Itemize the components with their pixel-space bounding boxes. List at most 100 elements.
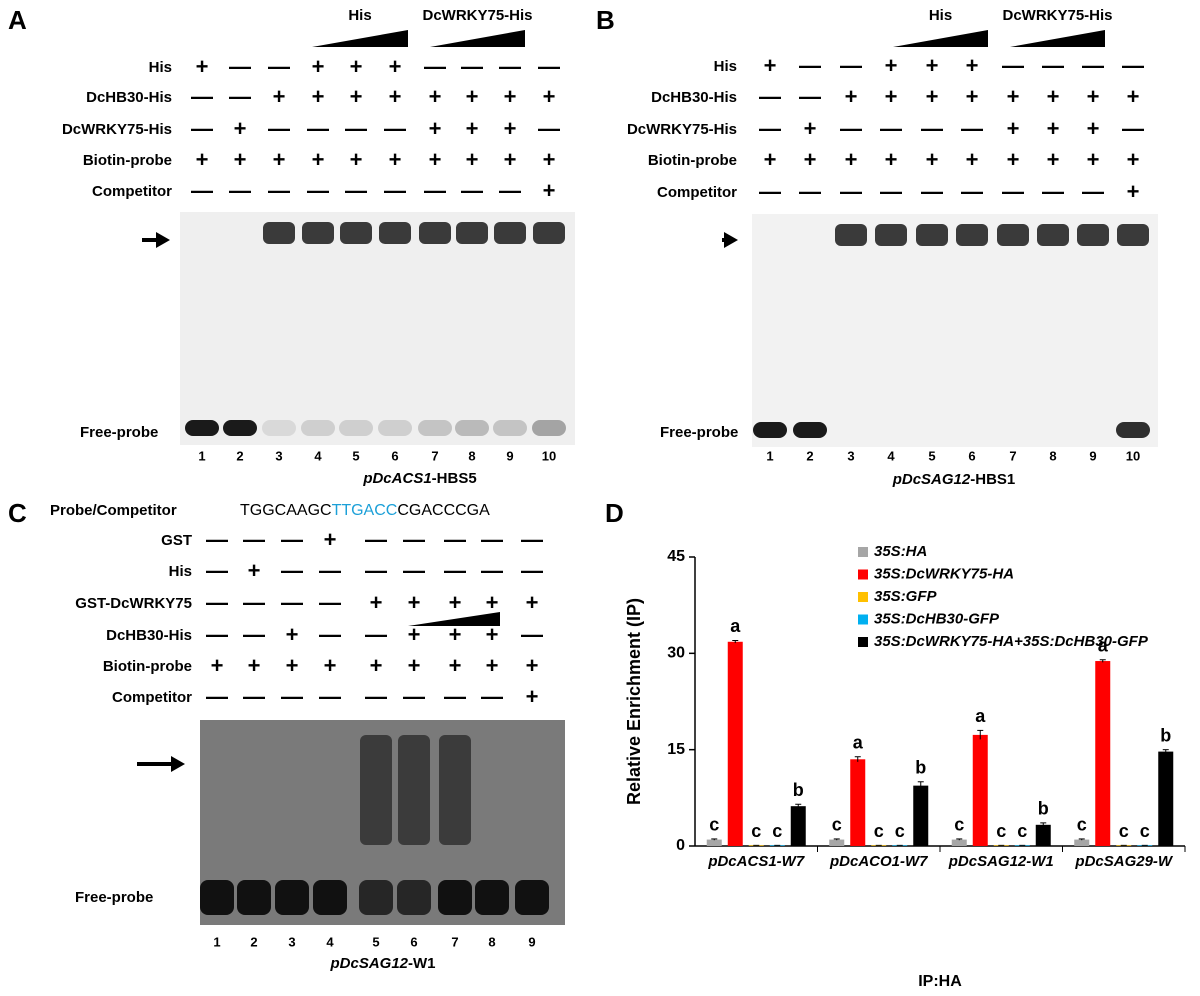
lane-symbol: —: [384, 178, 406, 203]
lane-number: 2: [806, 448, 813, 463]
free-band: [301, 420, 335, 436]
significance-letter: c: [1017, 821, 1027, 841]
lane-symbol: —: [365, 558, 387, 583]
lane-symbol: —: [365, 527, 387, 552]
lane-symbol: —: [403, 684, 425, 709]
lane-symbol: —: [206, 590, 228, 615]
significance-letter: a: [1098, 636, 1109, 656]
free-band: [1116, 422, 1150, 438]
lane-symbol: +: [273, 84, 286, 109]
lane-symbol: +: [1007, 147, 1020, 172]
lane-number: 9: [1089, 448, 1096, 463]
lane-symbol: +: [1127, 179, 1140, 204]
wedge-label: His: [929, 7, 952, 24]
row-label: DcWRKY75-His: [627, 121, 737, 138]
shift-band: [494, 222, 526, 244]
arrow-head: [724, 232, 738, 248]
lane-symbol: —: [1042, 179, 1064, 204]
shift-band: [1077, 224, 1109, 246]
lane-number: 5: [928, 448, 935, 463]
row-label: Biotin-probe: [83, 152, 172, 169]
lane-symbol: +: [196, 54, 209, 79]
significance-letter: c: [954, 815, 964, 835]
lane-symbol: +: [804, 116, 817, 141]
lane-number: 1: [766, 448, 773, 463]
legend-swatch: [858, 547, 868, 557]
shift-band: [398, 735, 430, 845]
x-tick-label: pDcSAG29-W: [1074, 853, 1174, 870]
lane-symbol: +: [466, 147, 479, 172]
lane-symbol: +: [449, 590, 462, 615]
lane-symbol: +: [543, 147, 556, 172]
lane-number: 8: [468, 448, 475, 463]
lane-symbol: +: [885, 84, 898, 109]
lane-symbol: +: [234, 147, 247, 172]
lane-symbol: +: [429, 84, 442, 109]
lane-number: 6: [968, 448, 975, 463]
bar: [850, 759, 866, 846]
row-label: DcHB30-His: [651, 89, 737, 106]
lane-number: 7: [431, 448, 438, 463]
free-band: [438, 880, 472, 915]
lane-symbol: +: [1087, 116, 1100, 141]
lane-symbol: —: [481, 527, 503, 552]
lane-number: 9: [506, 448, 513, 463]
lane-symbol: —: [268, 178, 290, 203]
lane-symbol: —: [880, 179, 902, 204]
shift-band: [263, 222, 295, 244]
lane-symbol: +: [312, 147, 325, 172]
lane-number: 1: [198, 448, 205, 463]
row-label: Competitor: [92, 183, 172, 200]
y-tick-label: 30: [667, 645, 685, 662]
lane-symbol: —: [759, 179, 781, 204]
significance-letter: b: [1160, 725, 1171, 745]
legend-swatch: [858, 614, 868, 625]
shift-band: [340, 222, 372, 244]
lane-symbol: +: [543, 84, 556, 109]
free-band: [515, 880, 549, 915]
lane-symbol: +: [1047, 147, 1060, 172]
lane-symbol: —: [840, 116, 862, 141]
lane-symbol: +: [804, 147, 817, 172]
lane-symbol: —: [961, 179, 983, 204]
significance-letter: c: [996, 821, 1006, 841]
legend-label: 35S:GFP: [874, 588, 938, 605]
lane-number: 10: [1126, 448, 1140, 463]
lane-symbol: +: [526, 590, 539, 615]
lane-symbol: +: [486, 622, 499, 647]
free-band: [397, 880, 431, 915]
row-label: His: [149, 59, 172, 76]
lane-number: 2: [250, 934, 257, 949]
bar: [913, 785, 929, 846]
lane-symbol: —: [191, 178, 213, 203]
free-band: [455, 420, 489, 436]
shift-band: [419, 222, 451, 244]
lane-symbol: —: [243, 622, 265, 647]
lane-symbol: —: [481, 558, 503, 583]
lane-symbol: —: [281, 527, 303, 552]
legend-label: 35S:DcWRKY75-HA+35S:DcHB30-GFP: [874, 633, 1149, 650]
shift-band: [1117, 224, 1149, 246]
row-label: DcHB30-His: [106, 627, 192, 644]
lane-symbol: +: [389, 147, 402, 172]
lane-symbol: +: [885, 53, 898, 78]
free-band: [313, 880, 347, 915]
caption-text: -W1: [408, 955, 436, 972]
panel-letter: C: [8, 498, 27, 528]
lane-number: 3: [847, 448, 854, 463]
lane-symbol: —: [521, 558, 543, 583]
bar: [790, 806, 806, 846]
lane-symbol: +: [324, 653, 337, 678]
concentration-wedge: [893, 30, 988, 47]
row-label: GST: [161, 532, 192, 549]
shift-band: [360, 735, 392, 845]
lane-symbol: +: [350, 84, 363, 109]
lane-symbol: —: [403, 527, 425, 552]
free-band: [493, 420, 527, 436]
significance-letter: c: [832, 815, 842, 835]
bar: [829, 839, 845, 846]
lane-symbol: —: [206, 558, 228, 583]
lane-symbol: +: [286, 653, 299, 678]
lane-symbol: —: [424, 178, 446, 203]
